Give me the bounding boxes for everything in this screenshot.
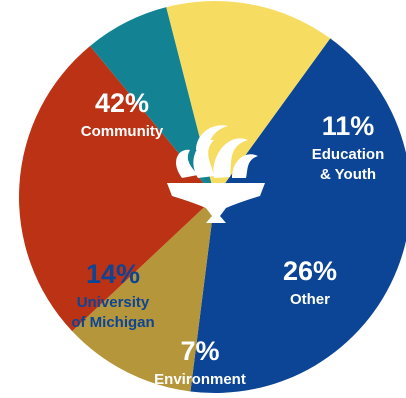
slice-category-label: of Michigan bbox=[71, 314, 154, 331]
slice-label-group: 42% Community bbox=[81, 88, 164, 140]
pie-slice-other bbox=[18, 45, 216, 332]
pie-slice-environment bbox=[90, 7, 215, 197]
slice-category-label: & Youth bbox=[320, 166, 376, 183]
slice-category-label: Community bbox=[81, 123, 164, 140]
slice-label-group: 14% University of Michigan bbox=[71, 259, 154, 331]
slice-label-group: 11% Education & Youth bbox=[312, 111, 385, 183]
slice-label-group: 26% Other bbox=[283, 256, 337, 308]
slice-category-label: Environment bbox=[154, 371, 246, 388]
slice-category-label: University bbox=[77, 294, 150, 311]
slice-label-group: 7% Environment bbox=[154, 336, 246, 388]
slice-percent-label: 42% bbox=[95, 88, 149, 118]
slice-category-label: Other bbox=[290, 291, 330, 308]
slice-percent-label: 14% bbox=[86, 259, 140, 289]
flame-torch-icon bbox=[167, 125, 265, 223]
pie-slice-education-youth bbox=[72, 197, 216, 392]
slice-percent-label: 11% bbox=[322, 111, 375, 141]
slice-category-label: Education bbox=[312, 146, 385, 163]
slice-percent-label: 26% bbox=[283, 256, 337, 286]
pie-slice-community bbox=[190, 38, 406, 393]
slice-percent-label: 7% bbox=[180, 336, 219, 366]
slice-labels: 42% Community 11% Education & Youth 26% Other 7… bbox=[71, 88, 384, 388]
pie-slices bbox=[18, 1, 406, 393]
